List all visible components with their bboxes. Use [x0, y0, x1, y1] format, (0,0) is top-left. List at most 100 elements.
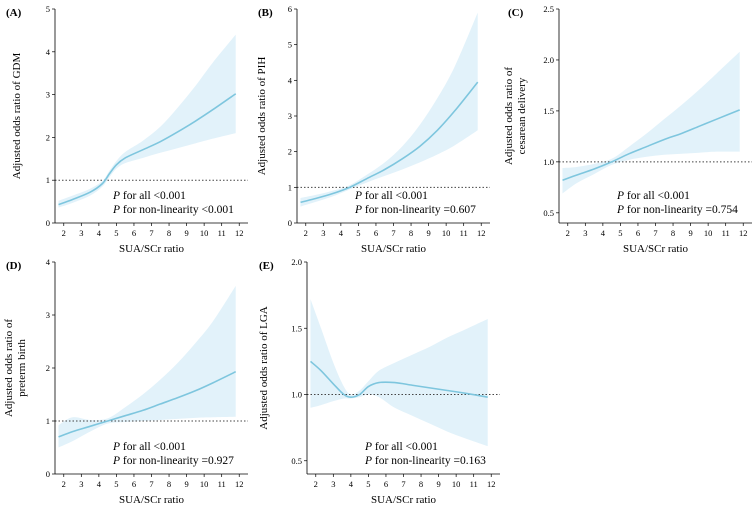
y-tick-label: 2	[46, 132, 50, 142]
x-tick-label: 3	[331, 479, 335, 489]
x-tick-label: 6	[374, 228, 378, 238]
x-tick-label: 10	[200, 228, 209, 238]
panel-label: (E)	[259, 260, 274, 272]
x-tick-label: 11	[470, 479, 478, 489]
y-axis-title: Adjusted odds ratio of GDM	[11, 53, 23, 180]
x-tick-label: 9	[426, 228, 430, 238]
y-tick-label: 0	[288, 218, 292, 228]
x-tick-label: 2	[304, 228, 308, 238]
p-value-annotation: P for all <0.001	[354, 190, 428, 202]
panel-e: 2 3 4 5 6 7 8 9 10 11 12 0.5 1.0 1.5 2.0 SUA/SCr ratio A…	[258, 257, 500, 506]
y-axis-title: preterm birth	[16, 339, 28, 397]
x-tick-label: 5	[366, 479, 370, 489]
y-tick-label: 2	[46, 363, 50, 373]
y-tick-label: 5	[46, 4, 50, 14]
x-tick-label: 9	[184, 228, 188, 238]
x-tick-label: 10	[704, 228, 713, 238]
x-tick-label: 7	[653, 228, 657, 238]
y-tick-label: 5	[288, 40, 292, 50]
x-tick-label: 3	[79, 479, 83, 489]
x-tick-label: 12	[235, 228, 244, 238]
y-tick-label: 0.5	[291, 456, 302, 466]
x-tick-label: 10	[200, 479, 209, 489]
x-tick-label: 12	[235, 479, 244, 489]
x-tick-label: 7	[401, 479, 405, 489]
p-value-annotation: P for non-linearity =0.754	[616, 204, 738, 216]
x-tick-label: 9	[436, 479, 440, 489]
x-tick-label: 4	[601, 228, 606, 238]
x-tick-label: 12	[739, 228, 748, 238]
p-value-annotation: P for non-linearity =0.163	[364, 455, 486, 467]
x-tick-label: 5	[356, 228, 360, 238]
y-axis-title: Adjusted odds ratio of PIH	[256, 57, 268, 176]
x-axis-title: SUA/SCr ratio	[119, 243, 185, 255]
p-value-annotation: P for all <0.001	[112, 190, 186, 202]
y-tick-label: 1.0	[543, 157, 554, 167]
y-tick-label: 0	[46, 469, 50, 479]
x-tick-label: 9	[184, 479, 188, 489]
panel-label: (B)	[258, 7, 273, 19]
x-tick-label: 3	[583, 228, 587, 238]
x-tick-label: 8	[409, 228, 413, 238]
y-tick-label: 2.5	[543, 4, 554, 14]
y-axis-title: Adjusted odds ratio of	[503, 67, 515, 165]
panel-label: (A)	[6, 7, 22, 19]
ci-band	[300, 12, 478, 207]
x-tick-label: 3	[79, 228, 83, 238]
x-tick-label: 7	[149, 228, 153, 238]
ci-band	[58, 285, 236, 448]
x-tick-label: 6	[384, 479, 388, 489]
y-tick-label: 1.5	[291, 323, 302, 333]
x-tick-label: 7	[391, 228, 395, 238]
x-tick-label: 4	[349, 479, 354, 489]
p-value-annotation: P for all <0.001	[616, 190, 690, 202]
y-tick-label: 0	[46, 218, 50, 228]
x-tick-label: 11	[460, 228, 468, 238]
x-tick-label: 6	[132, 228, 136, 238]
y-tick-label: 1	[288, 182, 292, 192]
x-axis-title: SUA/SCr ratio	[119, 494, 185, 506]
p-value-annotation: P for non-linearity <0.001	[112, 204, 234, 216]
x-tick-label: 2	[314, 479, 318, 489]
x-tick-label: 8	[167, 479, 171, 489]
x-tick-label: 6	[132, 479, 136, 489]
y-tick-label: 1	[46, 416, 50, 426]
panel-c: 2 3 4 5 6 7 8 9 10 11 12 0.5 1.0 1.5 2.0 2.5 SUA/SCr rat…	[503, 4, 752, 255]
y-tick-label: 4	[46, 257, 51, 267]
panel-label: (C)	[508, 7, 524, 19]
y-axis-title: Adjusted odds ratio of	[3, 319, 15, 417]
ci-band	[58, 34, 236, 208]
or-curve	[562, 109, 741, 181]
x-tick-label: 8	[167, 228, 171, 238]
p-value-annotation: P for non-linearity =0.927	[112, 455, 234, 467]
x-axis-title: SUA/SCr ratio	[371, 494, 437, 506]
y-tick-label: 3	[46, 310, 50, 320]
x-tick-label: 12	[477, 228, 486, 238]
x-axis-title: SUA/SCr ratio	[623, 243, 689, 255]
y-tick-label: 6	[288, 4, 292, 14]
x-tick-label: 11	[218, 479, 226, 489]
x-tick-label: 8	[419, 479, 423, 489]
ci-band	[562, 51, 740, 194]
y-tick-label: 1	[46, 175, 50, 185]
x-tick-label: 10	[442, 228, 451, 238]
panel-label: (D)	[6, 260, 22, 272]
x-tick-label: 8	[671, 228, 675, 238]
y-axis-title: Adjusted odds ratio of LGA	[258, 306, 270, 429]
x-tick-label: 6	[636, 228, 640, 238]
y-tick-label: 3	[46, 90, 50, 100]
y-tick-label: 0.5	[543, 208, 554, 218]
x-tick-label: 3	[321, 228, 325, 238]
x-tick-label: 12	[487, 479, 496, 489]
x-tick-label: 11	[722, 228, 730, 238]
or-curve	[58, 370, 237, 438]
y-tick-label: 1.5	[543, 106, 554, 116]
or-curve	[58, 93, 237, 206]
x-tick-label: 5	[114, 479, 118, 489]
y-tick-label: 2	[288, 147, 292, 157]
x-tick-label: 4	[97, 479, 102, 489]
p-value-annotation: P for all <0.001	[364, 441, 438, 453]
p-value-annotation: P for non-linearity =0.607	[354, 204, 476, 216]
